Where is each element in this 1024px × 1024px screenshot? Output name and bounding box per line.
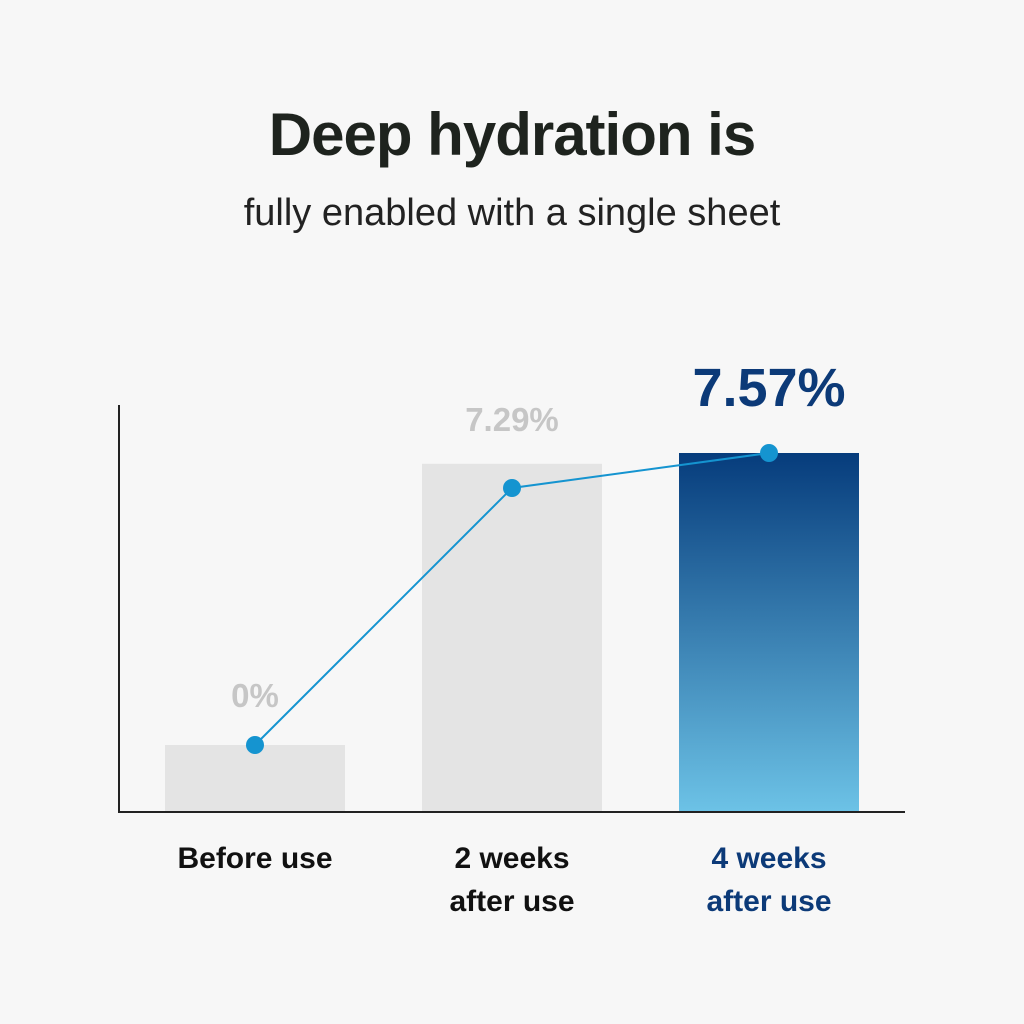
bar-1 [422, 463, 602, 811]
category-label-1: 2 weeks after use [449, 842, 574, 918]
value-label-1: 7.29% [465, 401, 559, 438]
trend-point-1 [503, 479, 521, 497]
chart-title: Deep hydration is [268, 101, 756, 168]
category-label-2: 4 weeks after use [706, 842, 831, 918]
bar-0 [165, 745, 345, 811]
category-label-0: Before use [177, 842, 332, 875]
chart-subtitle: fully enabled with a single sheet [243, 192, 781, 234]
trend-point-0 [246, 736, 264, 754]
value-label-0: 0% [231, 677, 279, 714]
bars-layer [165, 453, 859, 811]
labels-layer: 0% Before use 7.29% 2 weeks after use 7.57% 4 … [177, 358, 845, 918]
bar-2 [679, 453, 859, 811]
trend-point-2 [760, 444, 778, 462]
trend-line-layer [246, 444, 778, 754]
value-label-2: 7.57% [692, 358, 845, 418]
